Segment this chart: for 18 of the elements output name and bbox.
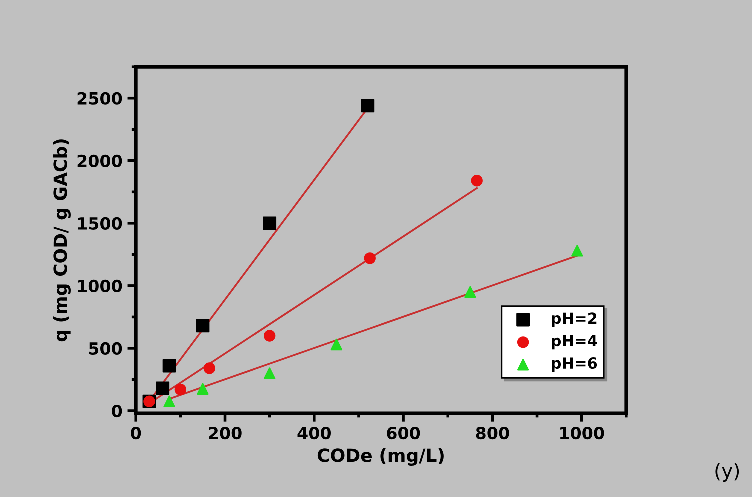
y-tick-label: 1000 [78,280,122,293]
x-axis-title: CODe (mg/L) [318,448,444,466]
x-tick-label: 0 [131,426,142,440]
legend-label: pH=6 [552,358,598,372]
legend-label: pH=4 [552,335,598,350]
text: (y) [716,463,740,482]
x-tick-label: 600 [387,426,420,440]
x-tick-label: 400 [298,426,332,440]
x-tick-label: 1000 [560,426,604,440]
y-tick-label: 1500 [78,217,122,230]
x-tick-label: 200 [209,426,242,440]
y-tick-label: 0 [112,404,122,418]
x-tick-label: 800 [476,426,510,440]
y-tick-label: 2000 [78,154,122,168]
y-axis-title: q (mg COD/ g GACb) [53,140,71,342]
y-tick-label: 2500 [78,92,122,105]
legend-label: pH=2 [552,312,597,328]
y-tick-label: 500 [89,342,122,356]
